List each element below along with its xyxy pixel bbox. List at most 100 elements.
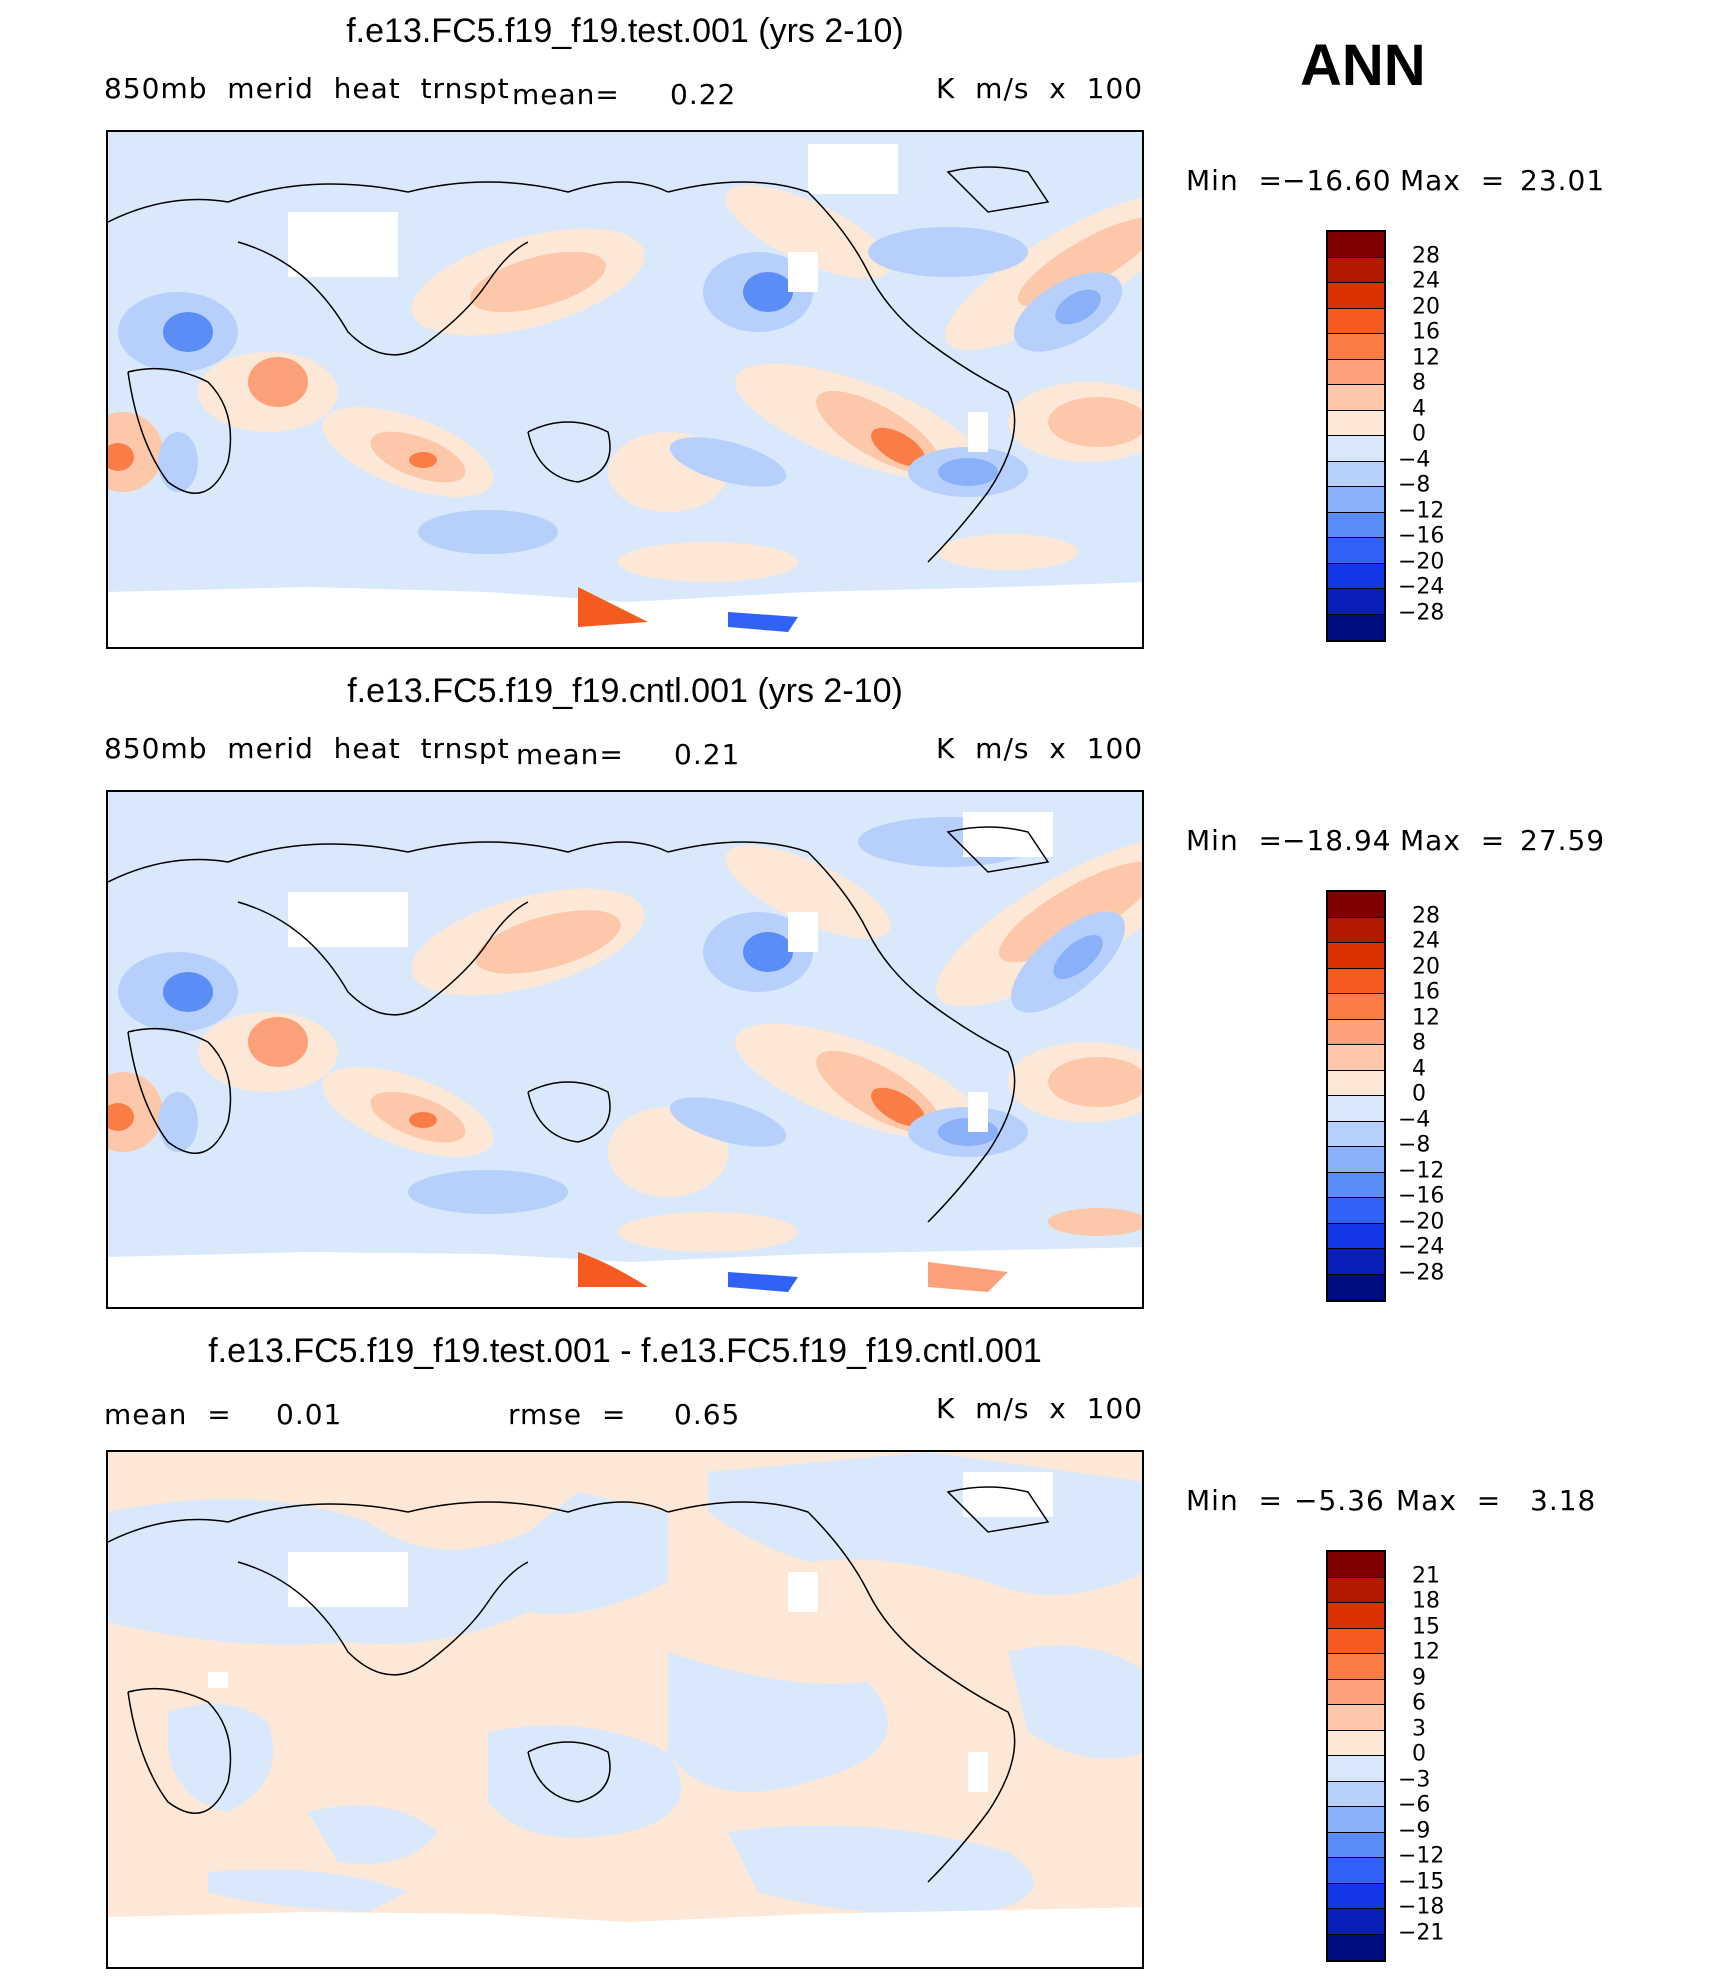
colorbar-swatch (1328, 1070, 1384, 1096)
colorbar-tick-label: 21 (1412, 1563, 1440, 1588)
panel-1-variable-label: 850mb merid heat trnspt (104, 72, 510, 105)
season-label: ANN (1300, 33, 1426, 98)
colorbar-tick-label: −4 (1398, 1107, 1431, 1132)
panel-3-max-value: 3.18 (1530, 1484, 1597, 1517)
colorbar-tick-label: 4 (1412, 1056, 1426, 1081)
panel-3-max-label: Max = (1396, 1484, 1502, 1517)
colorbar-tick-label: 28 (1412, 903, 1440, 928)
colorbar-swatch (1328, 1832, 1384, 1858)
colorbar-tick-label: 8 (1412, 370, 1426, 396)
colorbar-tick-label: 0 (1412, 421, 1426, 447)
panel-3-colorbar (1326, 1550, 1386, 1962)
colorbar-swatch (1328, 385, 1384, 411)
colorbar-swatch (1328, 1883, 1384, 1909)
colorbar-swatch (1328, 563, 1384, 589)
colorbar-tick-label: −20 (1398, 549, 1445, 574)
panel-1-max-value: 23.01 (1520, 164, 1606, 197)
colorbar-tick-label: 0 (1412, 1741, 1426, 1767)
colorbar-swatch (1328, 1274, 1384, 1300)
colorbar-swatch (1328, 1172, 1384, 1198)
colorbar-swatch (1328, 892, 1384, 918)
panel-3-min-label: Min = (1186, 1484, 1283, 1517)
colorbar-swatch (1328, 1781, 1384, 1807)
colorbar-swatch (1328, 1705, 1384, 1731)
colorbar-swatch (1328, 1552, 1384, 1578)
colorbar-tick-label: −28 (1398, 600, 1445, 625)
colorbar-swatch (1328, 1679, 1384, 1705)
panel-2-mean-value: 0.21 (674, 738, 741, 771)
colorbar-swatch (1328, 283, 1384, 309)
colorbar-tick-label: 3 (1412, 1716, 1426, 1741)
colorbar-tick-label: −20 (1398, 1209, 1445, 1234)
colorbar-tick-label: 12 (1412, 345, 1440, 370)
colorbar-swatch (1328, 994, 1384, 1020)
colorbar-swatch (1328, 1019, 1384, 1045)
colorbar-swatch (1328, 1249, 1384, 1275)
colorbar-swatch (1328, 1223, 1384, 1249)
colorbar-swatch (1328, 359, 1384, 385)
colorbar-tick-label: 4 (1412, 396, 1426, 421)
colorbar-swatch (1328, 1807, 1384, 1833)
colorbar-tick-label: −21 (1398, 1920, 1445, 1945)
panel-1-mean-value: 0.22 (670, 78, 737, 111)
colorbar-swatch (1328, 1934, 1384, 1960)
colorbar-swatch (1328, 1909, 1384, 1935)
panel-1-colorbar (1326, 230, 1386, 642)
colorbar-tick-label: −12 (1398, 1158, 1445, 1183)
colorbar-swatch (1328, 487, 1384, 513)
colorbar-swatch (1328, 589, 1384, 615)
panel-3-units: K m/s x 100 (936, 1392, 1144, 1425)
colorbar-swatch (1328, 1121, 1384, 1147)
colorbar-swatch (1328, 1198, 1384, 1224)
colorbar-swatch (1328, 1603, 1384, 1629)
colorbar-tick-label: 20 (1412, 294, 1440, 319)
panel-2-title: f.e13.FC5.f19_f19.cntl.001 (yrs 2-10) (347, 672, 903, 710)
colorbar-swatch (1328, 968, 1384, 994)
colorbar-tick-label: −9 (1398, 1818, 1431, 1843)
colorbar-swatch (1328, 1730, 1384, 1756)
colorbar-swatch (1328, 461, 1384, 487)
colorbar-swatch (1328, 410, 1384, 436)
panel-1-min-value: −16.60 (1282, 164, 1392, 197)
panel-3-map (106, 1450, 1144, 1969)
colorbar-tick-label: −24 (1398, 1234, 1445, 1260)
panel-3-rmse-value: 0.65 (674, 1398, 741, 1431)
panel-1-min-label: Min = (1186, 164, 1283, 197)
colorbar-tick-label: 20 (1412, 954, 1440, 979)
colorbar-swatch (1328, 917, 1384, 943)
colorbar-tick-label: 24 (1412, 928, 1440, 954)
panel-1-map (106, 130, 1144, 649)
panel-1-max-label: Max = (1400, 164, 1506, 197)
colorbar-swatch (1328, 436, 1384, 462)
panel-2-min-label: Min = (1186, 824, 1283, 857)
colorbar-swatch (1328, 1096, 1384, 1122)
colorbar-swatch (1328, 1577, 1384, 1603)
colorbar-tick-label: −8 (1398, 472, 1431, 498)
panel-2-contour-map (108, 792, 1142, 1307)
panel-2-max-value: 27.59 (1520, 824, 1606, 857)
colorbar-swatch (1328, 943, 1384, 969)
panel-2-variable-label: 850mb merid heat trnspt (104, 732, 510, 765)
panel-2-units: K m/s x 100 (936, 732, 1144, 765)
colorbar-tick-label: −4 (1398, 447, 1431, 472)
colorbar-tick-label: 28 (1412, 243, 1440, 268)
panel-1-units: K m/s x 100 (936, 72, 1144, 105)
colorbar-tick-label: −15 (1398, 1869, 1445, 1894)
colorbar-tick-label: −18 (1398, 1894, 1445, 1920)
panel-1-title: f.e13.FC5.f19_f19.test.001 (yrs 2-10) (346, 12, 904, 50)
panel-3-mean-label: mean = (104, 1398, 232, 1431)
panel-3-min-value: −5.36 (1294, 1484, 1385, 1517)
colorbar-tick-label: 0 (1412, 1081, 1426, 1107)
colorbar-swatch (1328, 1654, 1384, 1680)
colorbar-tick-label: 16 (1412, 319, 1440, 345)
panel-2-map (106, 790, 1144, 1309)
colorbar-swatch (1328, 1756, 1384, 1782)
colorbar-swatch (1328, 1147, 1384, 1173)
colorbar-swatch (1328, 614, 1384, 640)
colorbar-tick-label: −6 (1398, 1792, 1431, 1818)
panel-2-colorbar (1326, 890, 1386, 1302)
colorbar-tick-label: −16 (1398, 1183, 1445, 1209)
colorbar-tick-label: 24 (1412, 268, 1440, 294)
colorbar-swatch (1328, 232, 1384, 258)
colorbar-tick-label: −12 (1398, 498, 1445, 523)
